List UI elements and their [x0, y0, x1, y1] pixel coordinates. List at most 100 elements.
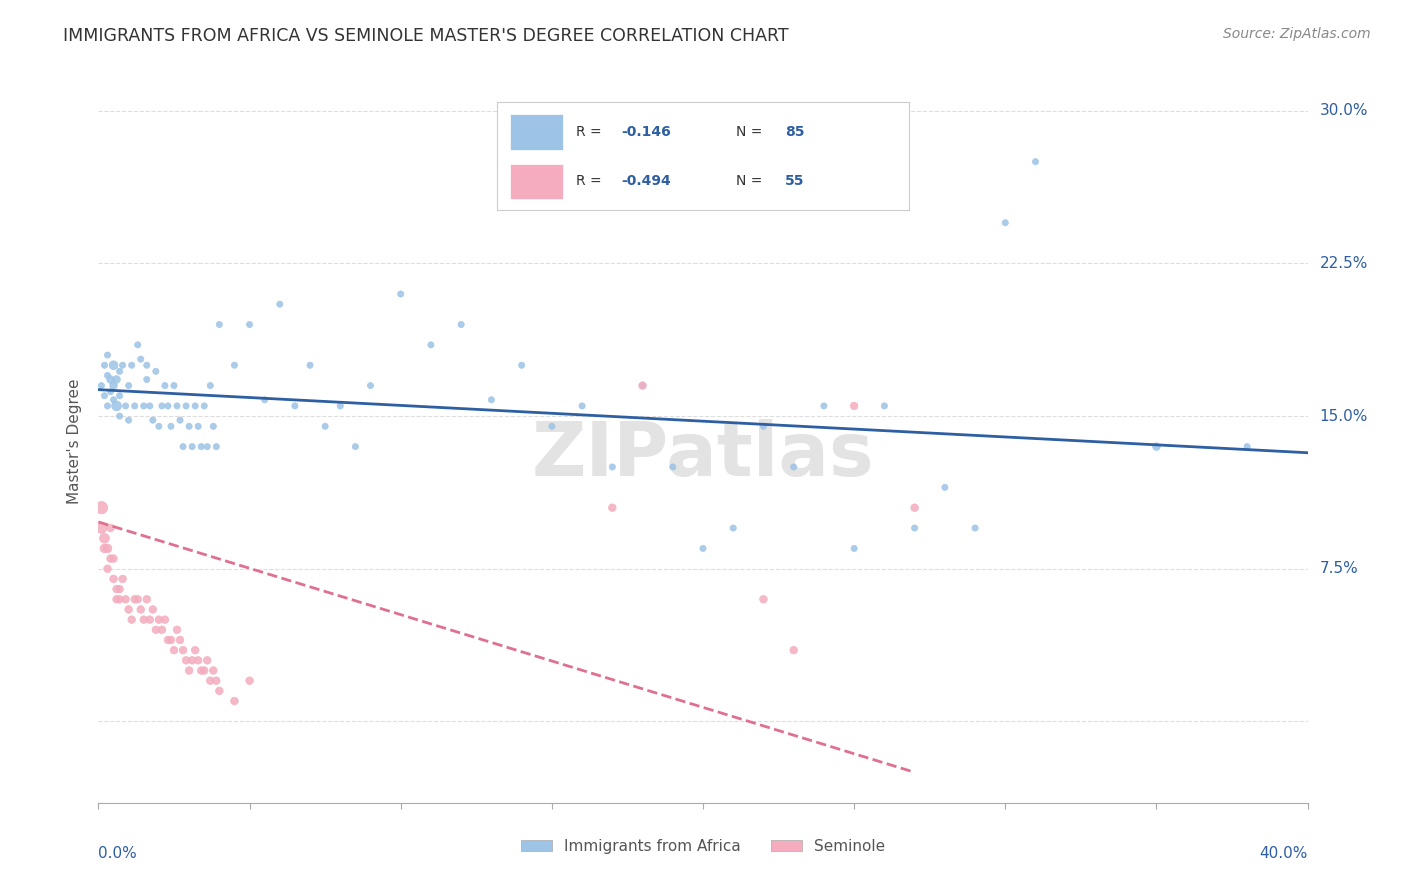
Point — [127, 338, 149, 352]
Point — [540, 419, 562, 434]
Point — [124, 399, 146, 413]
Point — [105, 399, 128, 413]
Text: 30.0%: 30.0% — [1320, 103, 1368, 119]
Point — [692, 541, 714, 556]
Point — [253, 392, 276, 407]
Point — [181, 440, 204, 454]
Point — [205, 440, 228, 454]
Point — [752, 419, 775, 434]
Point — [105, 372, 128, 386]
Point — [93, 541, 115, 556]
Point — [602, 460, 624, 475]
Point — [510, 358, 533, 372]
Point — [187, 653, 209, 667]
Text: ZIPatlas: ZIPatlas — [531, 419, 875, 492]
Point — [184, 399, 207, 413]
Point — [108, 364, 131, 378]
Point — [200, 673, 222, 688]
Point — [90, 378, 112, 392]
Point — [111, 572, 134, 586]
Point — [118, 413, 141, 427]
Point — [169, 632, 191, 647]
Point — [135, 592, 157, 607]
Point — [205, 673, 228, 688]
Point — [103, 551, 125, 566]
Point — [160, 632, 183, 647]
Point — [169, 413, 191, 427]
Point — [96, 541, 118, 556]
Text: IMMIGRANTS FROM AFRICA VS SEMINOLE MASTER'S DEGREE CORRELATION CHART: IMMIGRANTS FROM AFRICA VS SEMINOLE MASTE… — [63, 27, 789, 45]
Point — [360, 378, 382, 392]
Point — [602, 500, 624, 515]
Point — [284, 399, 307, 413]
Text: 0.0%: 0.0% — [98, 847, 138, 861]
Point — [93, 358, 115, 372]
Point — [661, 460, 683, 475]
Point — [93, 531, 115, 545]
Point — [1024, 154, 1046, 169]
Point — [129, 602, 152, 616]
Point — [129, 352, 152, 367]
Point — [195, 653, 218, 667]
Point — [904, 500, 927, 515]
Point — [145, 364, 167, 378]
Point — [153, 613, 176, 627]
Point — [844, 399, 866, 413]
Y-axis label: Master's Degree: Master's Degree — [66, 379, 82, 504]
Point — [118, 602, 141, 616]
Point — [103, 358, 125, 372]
Point — [190, 440, 212, 454]
Text: 7.5%: 7.5% — [1320, 561, 1358, 576]
Point — [208, 318, 231, 332]
Point — [108, 582, 131, 596]
Point — [934, 480, 956, 494]
Point — [100, 521, 122, 535]
Point — [96, 562, 118, 576]
Point — [111, 358, 134, 372]
Point — [163, 378, 186, 392]
Point — [844, 541, 866, 556]
Point — [783, 460, 806, 475]
Point — [96, 348, 118, 362]
Point — [269, 297, 291, 311]
Point — [114, 399, 136, 413]
Point — [181, 653, 204, 667]
Point — [631, 378, 654, 392]
Point — [108, 389, 131, 403]
Point — [103, 378, 125, 392]
Point — [105, 592, 128, 607]
Point — [150, 399, 173, 413]
Point — [100, 551, 122, 566]
Point — [389, 287, 412, 301]
Point — [132, 399, 155, 413]
Point — [114, 592, 136, 607]
Point — [172, 440, 194, 454]
Point — [139, 399, 162, 413]
Point — [160, 419, 183, 434]
Text: 15.0%: 15.0% — [1320, 409, 1368, 424]
Point — [329, 399, 352, 413]
Point — [156, 399, 179, 413]
Point — [90, 500, 112, 515]
Point — [90, 521, 112, 535]
Point — [208, 684, 231, 698]
Point — [108, 592, 131, 607]
Point — [142, 413, 165, 427]
Point — [100, 384, 122, 399]
Point — [121, 358, 143, 372]
Point — [195, 440, 218, 454]
Point — [142, 602, 165, 616]
Point — [118, 378, 141, 392]
Point — [174, 653, 197, 667]
Point — [224, 694, 246, 708]
Point — [108, 409, 131, 423]
Text: Source: ZipAtlas.com: Source: ZipAtlas.com — [1223, 27, 1371, 41]
Point — [193, 399, 215, 413]
Point — [166, 399, 188, 413]
Point — [783, 643, 806, 657]
Point — [105, 582, 128, 596]
Point — [239, 673, 262, 688]
Point — [873, 399, 896, 413]
Point — [148, 419, 170, 434]
Point — [184, 643, 207, 657]
